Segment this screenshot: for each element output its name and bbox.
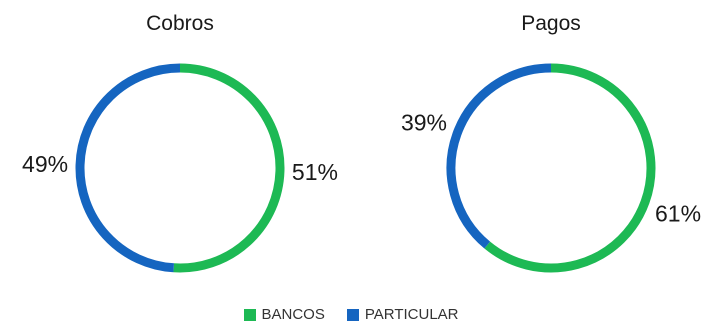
slice-pagos-bancos[interactable] (484, 63, 656, 273)
legend-label-particular: PARTICULAR (364, 306, 459, 323)
legend-item-particular[interactable]: PARTICULAR (346, 306, 459, 323)
legend-item-bancos[interactable]: BANCOS (243, 306, 325, 323)
legend-label-bancos: BANCOS (261, 306, 325, 323)
data-label-pagos-bancos: 61% (655, 201, 701, 227)
slice-cobros-bancos[interactable] (173, 63, 285, 273)
data-label-pagos-particular: 39% (401, 109, 447, 135)
legend-swatch-particular (346, 308, 359, 321)
slice-cobros-particular[interactable] (75, 63, 181, 273)
chart-title-pagos: Pagos (521, 12, 581, 35)
chart-title-cobros: Cobros (146, 12, 214, 35)
legend: BANCOS PARTICULAR (0, 306, 702, 323)
data-label-cobros-bancos: 51% (292, 159, 338, 185)
slice-pagos-particular[interactable] (446, 63, 552, 249)
data-label-cobros-particular: 49% (22, 151, 68, 177)
legend-swatch-bancos (243, 308, 256, 321)
